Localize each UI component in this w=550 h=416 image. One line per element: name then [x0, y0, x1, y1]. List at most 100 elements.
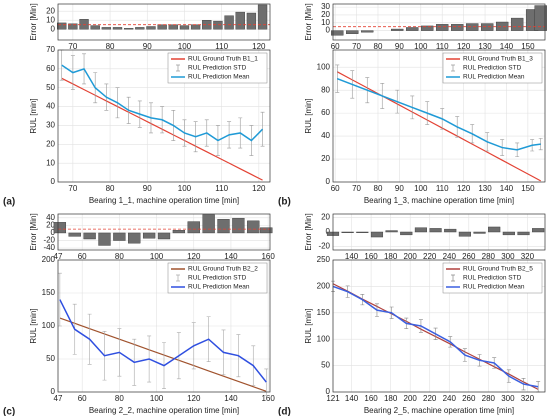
y-tick-label: 250: [317, 255, 331, 264]
error-bar: [79, 19, 89, 30]
x-tick-label: 320: [521, 252, 535, 261]
axes-frame: [57, 3, 271, 41]
x-tick-label: 90: [395, 42, 404, 51]
x-axis-label: Bearing 2_2, machine operation time [min…: [89, 406, 239, 415]
x-tick-label: 320: [521, 394, 535, 403]
x-tick-label: 70: [68, 42, 77, 51]
error-bar: [517, 231, 530, 236]
error-bar: [356, 231, 369, 233]
error-bar: [146, 26, 156, 30]
y-axis-label: RUL [min]: [304, 98, 313, 133]
y-tick-label: 40: [46, 102, 55, 111]
error-bar: [83, 232, 96, 240]
x-tick-label: 160: [261, 394, 275, 403]
legend-label: RUL Prediction Mean: [188, 74, 250, 81]
error-bar: [532, 228, 545, 233]
x-tick-label: 120: [457, 184, 471, 193]
y-tick-label: 0: [51, 228, 56, 237]
std-bar: [264, 368, 269, 396]
x-tick-label: 100: [150, 394, 164, 403]
x-tick-label: 60: [78, 394, 87, 403]
y-tick-label: 80: [321, 85, 330, 94]
error-bar: [361, 30, 374, 33]
error-bar: [406, 27, 419, 31]
error-bar: [534, 5, 547, 31]
legend-swatch: [451, 64, 455, 72]
y-tick-label: 0: [51, 24, 56, 33]
error-bar: [157, 24, 167, 30]
x-tick-label: 300: [501, 394, 515, 403]
error-bar: [473, 231, 486, 234]
legend-label: RUL Prediction Mean: [463, 284, 525, 291]
y-tick-label: 10: [46, 158, 55, 167]
y-tick-label: 20: [321, 154, 330, 163]
x-tick-label: 47: [54, 394, 63, 403]
legend-label: RUL Prediction STD: [463, 275, 522, 282]
y-tick-label: 100: [317, 62, 331, 71]
error-bar: [247, 220, 260, 234]
x-tick-label: 220: [423, 252, 437, 261]
x-tick-label: 200: [404, 252, 418, 261]
x-tick-label: 260: [462, 252, 476, 261]
y-tick-label: 150: [42, 288, 56, 297]
y-tick-label: 50: [321, 361, 330, 370]
x-axis-label: Bearing 1_1, machine operation time [min…: [89, 196, 239, 205]
x-axis-label: Bearing 2_5, machine operation time [min…: [364, 406, 514, 415]
x-tick-label: 160: [364, 252, 378, 261]
error-bar: [202, 20, 212, 30]
std-bar: [57, 272, 62, 327]
error-bar: [235, 11, 245, 30]
y-tick-label: 50: [46, 354, 55, 363]
legend-label: RUL Prediction STD: [463, 65, 522, 72]
legend: [442, 262, 543, 294]
error-bar: [202, 214, 215, 234]
axes-frame: [57, 213, 271, 251]
y-tick-label: 0: [51, 177, 56, 186]
x-tick-label: 100: [178, 184, 192, 193]
x-tick-label: 70: [352, 184, 361, 193]
x-tick-label: 160: [261, 252, 275, 261]
x-tick-label: 120: [187, 394, 201, 403]
series-line: [59, 299, 267, 383]
legend-label: RUL Ground Truth B1_1: [188, 56, 258, 63]
error-bar: [260, 227, 273, 234]
x-tick-label: 280: [482, 252, 496, 261]
y-tick-label: 0: [326, 227, 331, 236]
legend-label: RUL Ground Truth B2_5: [463, 266, 533, 273]
y-tick-label: 150: [317, 308, 331, 317]
y-axis-label: Error [Min]: [29, 213, 38, 250]
x-tick-label: 140: [345, 394, 359, 403]
error-bar: [224, 15, 234, 30]
y-tick-label: 20: [321, 213, 330, 222]
error-bar: [179, 25, 190, 30]
error-bar: [232, 217, 245, 234]
x-axis-label: Bearing 1_3, machine operation time [min…: [364, 196, 514, 205]
x-tick-label: 180: [384, 394, 398, 403]
y-tick-label: 10: [46, 15, 55, 24]
x-tick-label: 260: [462, 394, 476, 403]
error-bar: [101, 27, 112, 30]
error-bar: [421, 25, 434, 31]
y-tick-label: 100: [317, 334, 331, 343]
error-bar: [385, 230, 398, 233]
error-bar: [465, 23, 479, 31]
error-bar: [257, 4, 268, 30]
y-axis-label: RUL [min]: [29, 308, 38, 343]
error-bar: [458, 231, 471, 237]
y-axis-label: Error [Min]: [304, 3, 313, 40]
error-bar: [246, 12, 257, 30]
x-tick-label: 200: [404, 394, 418, 403]
error-bar: [400, 231, 413, 236]
x-tick-label: 60: [331, 42, 340, 51]
x-tick-label: 120: [252, 184, 266, 193]
error-bar: [187, 221, 200, 234]
error-bar: [190, 24, 201, 30]
legend-label: RUL Ground Truth B2_2: [188, 266, 258, 273]
legend-label: RUL Prediction STD: [188, 65, 247, 72]
axes-frame: [57, 49, 271, 183]
x-tick-label: 80: [115, 394, 124, 403]
x-tick-label: 130: [478, 184, 492, 193]
axes-frame: [332, 213, 546, 251]
x-tick-label: 90: [143, 42, 152, 51]
y-tick-label: 100: [42, 321, 56, 330]
